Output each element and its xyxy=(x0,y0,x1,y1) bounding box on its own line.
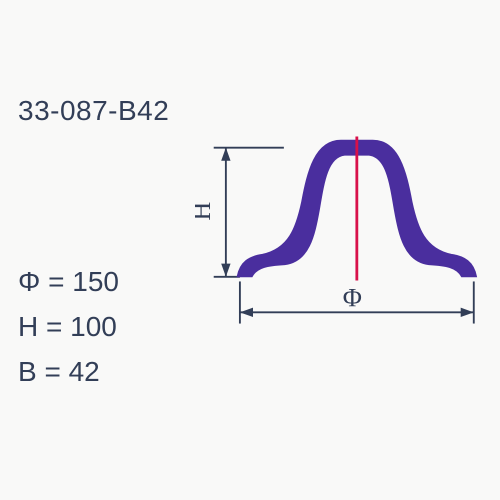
part-number: 33-087-B42 xyxy=(18,95,169,127)
phi-label: Φ xyxy=(343,284,362,313)
h-arrow-bot xyxy=(221,264,230,277)
spec-phi: Φ = 150 xyxy=(18,260,119,305)
phi-arrow-left xyxy=(240,308,253,317)
spec-b: B = 42 xyxy=(18,350,119,395)
h-arrow-top xyxy=(221,148,230,161)
spec-h: H = 100 xyxy=(18,305,119,350)
technical-diagram: H Φ xyxy=(195,80,485,380)
specifications-list: Φ = 150 H = 100 B = 42 xyxy=(18,260,119,394)
phi-arrow-right xyxy=(461,308,474,317)
h-label: H xyxy=(195,202,216,221)
